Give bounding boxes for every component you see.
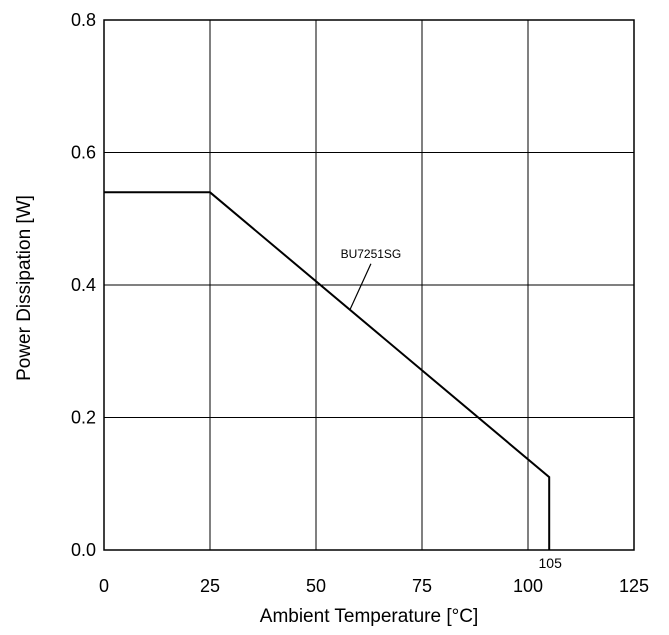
x-tick-label-100: 100: [513, 576, 543, 596]
grid: [104, 20, 634, 550]
series-label-bu7251sg: BU7251SG: [341, 247, 402, 261]
annotation-105: 105: [539, 555, 563, 571]
series-line-0: [104, 191, 551, 550]
labels-layer: BU7251SG 105 Ambient Temperature [°C] Po…: [14, 195, 562, 627]
series-label-leader-line: [349, 263, 372, 311]
series-layer: [104, 191, 551, 550]
y-tick-label-0.4: 0.4: [71, 275, 96, 295]
axis-ticks: 0 25 50 75 100 125 0.0 0.2 0.4 0.6 0.8: [71, 10, 649, 596]
y-tick-label-0: 0.0: [71, 540, 96, 560]
x-tick-label-75: 75: [412, 576, 432, 596]
x-tick-label-50: 50: [306, 576, 326, 596]
y-tick-label-0.6: 0.6: [71, 143, 96, 163]
x-axis-label: Ambient Temperature [°C]: [260, 606, 478, 627]
y-tick-label-0.2: 0.2: [71, 408, 96, 428]
x-tick-label-25: 25: [200, 576, 220, 596]
y-tick-label-0.8: 0.8: [71, 10, 96, 30]
y-axis-label: Power Dissipation [W]: [14, 195, 35, 381]
x-tick-label-0: 0: [99, 576, 109, 596]
plot-frame: [103, 19, 635, 551]
x-tick-label-125: 125: [619, 576, 649, 596]
